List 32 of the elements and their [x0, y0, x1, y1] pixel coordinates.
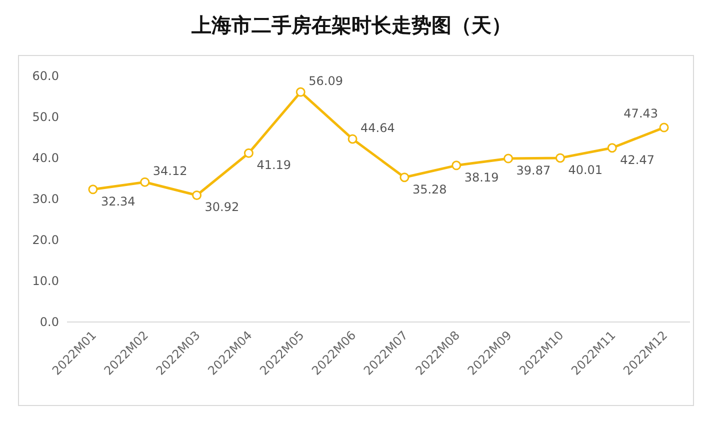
data-label: 30.92: [204, 200, 240, 214]
y-tick-label: 40.0: [32, 151, 59, 165]
data-label: 38.19: [464, 170, 499, 184]
point: [296, 87, 306, 97]
data-label: 41.19: [256, 158, 292, 172]
data-label: 56.09: [308, 74, 343, 88]
data-label: 40.01: [568, 162, 603, 177]
y-tick-label: 0.0: [40, 315, 59, 329]
data-label: 44.64: [360, 120, 395, 135]
point: [348, 134, 358, 144]
title: 上海市二手房在架时长走势图（天）: [192, 13, 512, 37]
point: [607, 143, 617, 153]
data-label: 35.28: [412, 182, 447, 196]
data-label: 34.12: [152, 164, 188, 178]
point: [659, 122, 669, 132]
point: [400, 172, 410, 182]
y-tick-label: 30.0: [32, 192, 59, 206]
data-label: 47.43: [624, 106, 658, 121]
y-tick-label: 50.0: [32, 110, 59, 124]
point: [555, 153, 565, 163]
data-label: 32.34: [100, 194, 136, 208]
y-tick-label: 20.0: [32, 233, 59, 247]
data-label: 39.87: [516, 164, 551, 178]
point: [244, 148, 254, 158]
point: [452, 160, 462, 170]
point: [504, 154, 514, 164]
y-tick-label: 10.0: [32, 274, 59, 288]
point: [140, 177, 150, 187]
point: [192, 190, 202, 200]
data-label: 42.47: [620, 152, 654, 167]
y-tick-label: 60.0: [32, 69, 59, 83]
point: [88, 184, 98, 194]
